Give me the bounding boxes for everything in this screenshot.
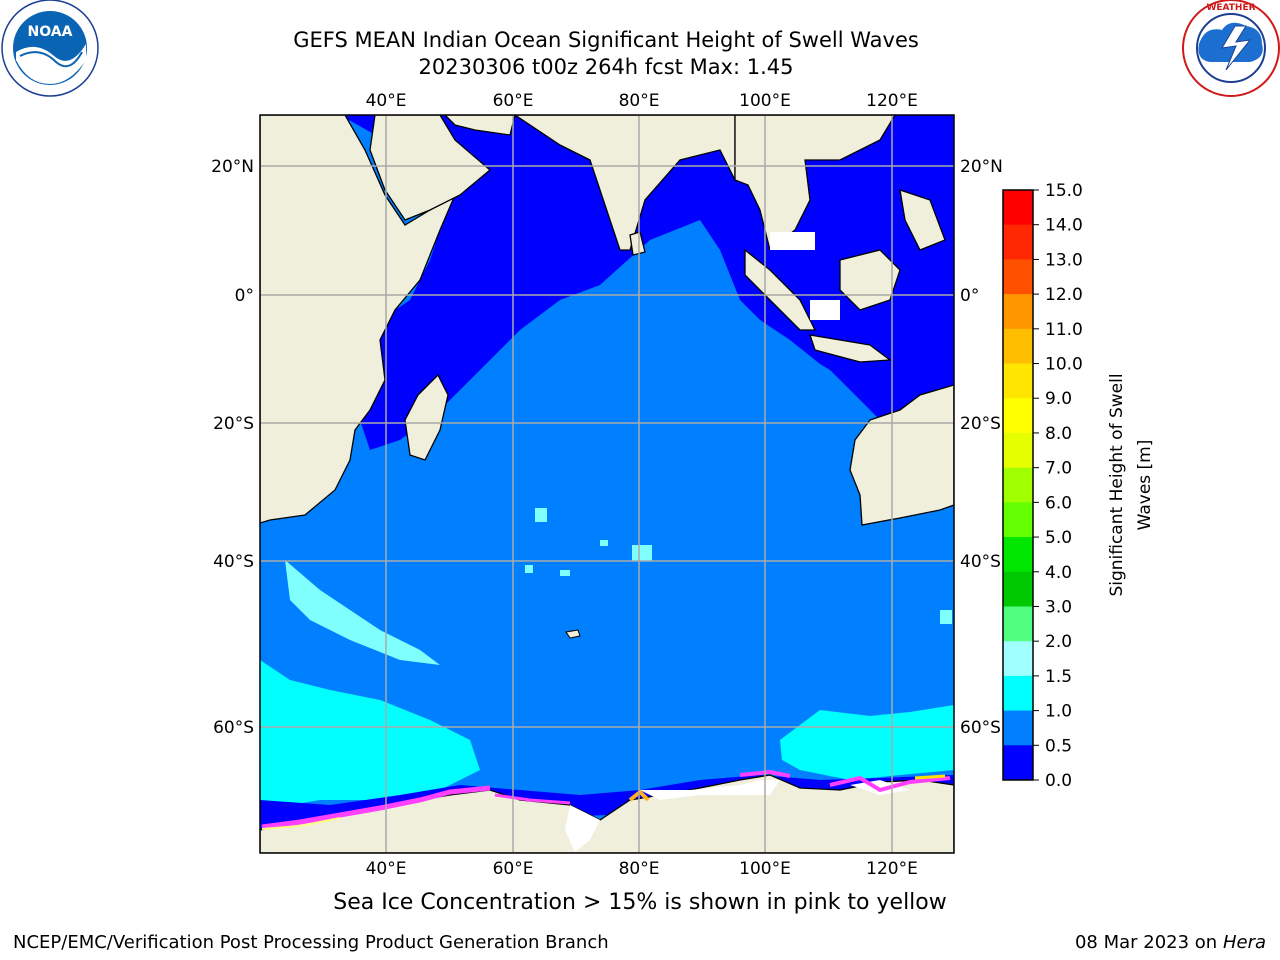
colorbar-segment <box>1003 224 1033 260</box>
colorbar <box>1002 189 1034 781</box>
longitude-labels: 40°E 60°E 80°E 100°E 120°E 40°E 60°E 80°… <box>366 91 918 879</box>
colorbar-tick-label: 4.0 <box>1045 563 1072 583</box>
ocean-high-swell-east <box>780 705 954 780</box>
colorbar-tick-label: 9.0 <box>1045 389 1072 409</box>
colorbar-tick-label: 2.0 <box>1045 632 1072 652</box>
lat-label-left: 40°S <box>213 552 254 572</box>
colorbar-tick-label: 8.0 <box>1045 424 1072 444</box>
noaa-logo: NOAA <box>1 0 99 97</box>
lat-label-right: 0° <box>960 286 979 306</box>
australia <box>849 384 954 526</box>
colorbar-segment <box>1003 328 1033 365</box>
lon-label-bottom: 80°E <box>619 859 660 879</box>
colorbar-tick-label: 13.0 <box>1045 250 1083 270</box>
colorbar-tick-label: 3.0 <box>1045 597 1072 617</box>
colorbar-frame <box>1002 189 1034 781</box>
sea-ice-edge <box>261 769 951 830</box>
colorbar-tick-label: 0.5 <box>1045 736 1072 756</box>
colorbar-segment <box>1003 745 1033 781</box>
lat-label-left: 20°S <box>213 414 254 434</box>
colorbar-tick-label: 6.0 <box>1045 493 1072 513</box>
colorbar-segment <box>1003 294 1033 330</box>
colorbar-tick-label: 10.0 <box>1045 355 1083 375</box>
latitude-labels: 20°N 0° 20°S 40°S 60°S 20°N 0° 20°S 40°S… <box>211 157 1003 738</box>
colorbar-segment <box>1003 606 1033 642</box>
colorbar-tick-label: 1.5 <box>1045 667 1072 687</box>
arabian-peninsula <box>369 115 492 221</box>
lon-label-top: 60°E <box>493 91 534 111</box>
chart-title: GEFS MEAN Indian Ocean Significant Heigh… <box>293 28 919 52</box>
noaa-logo-text: NOAA <box>28 24 73 40</box>
nws-logo: WEATHER <box>1182 0 1280 97</box>
sea-ice-note: Sea Ice Concentration > 15% is shown in … <box>333 890 947 915</box>
footer-credit: NCEP/EMC/Verification Post Processing Pr… <box>13 932 609 953</box>
map-area <box>260 115 954 853</box>
colorbar-segment <box>1003 675 1033 712</box>
colorbar-tick-label: 7.0 <box>1045 459 1072 479</box>
swell-patches <box>525 508 952 624</box>
colorbar-tick-label: 14.0 <box>1045 216 1083 236</box>
colorbar-tick-label: 15.0 <box>1045 181 1083 201</box>
lon-label-top: 40°E <box>366 91 407 111</box>
colorbar-segment <box>1003 502 1033 538</box>
colorbar-ticks: 15.0 14.0 13.0 12.0 11.0 10.0 9.0 8.0 7.0 6.0 5.0 4… <box>1033 181 1083 791</box>
colorbar-label-line1: Significant Height of Swell <box>1107 373 1127 596</box>
colorbar-segment <box>1003 190 1033 226</box>
africa <box>260 115 457 524</box>
colorbar-segment <box>1003 537 1033 573</box>
lat-label-left: 0° <box>235 286 254 306</box>
sumatra <box>744 248 817 331</box>
chart-subtitle: 20230306 t00z 264h fcst Max: 1.45 <box>418 55 794 79</box>
lon-label-bottom: 40°E <box>366 859 407 879</box>
lat-label-right: 60°S <box>960 718 1001 738</box>
sea-ice <box>565 232 910 852</box>
colorbar-segment <box>1003 710 1033 746</box>
lon-label-top: 100°E <box>739 91 791 111</box>
lon-label-bottom: 60°E <box>493 859 534 879</box>
colorbar-segment <box>1003 363 1033 399</box>
svg-text:WEATHER: WEATHER <box>1206 3 1255 13</box>
colorbar-segment <box>1003 398 1033 434</box>
lon-label-top: 120°E <box>866 91 918 111</box>
southeast-asia <box>734 115 896 252</box>
madagascar <box>404 373 449 461</box>
lat-label-right: 20°S <box>960 414 1001 434</box>
colorbar-tick-label: 12.0 <box>1045 285 1083 305</box>
lon-label-bottom: 120°E <box>866 859 918 879</box>
map-frame <box>259 114 955 854</box>
colorbar-label-line2: Waves [m] <box>1135 440 1155 531</box>
colorbar-tick-label: 1.0 <box>1045 702 1072 722</box>
colorbar-segment <box>1003 259 1033 295</box>
colorbar-segment <box>1003 467 1033 503</box>
lat-label-right: 20°N <box>960 157 1003 177</box>
colorbar-tick-label: 5.0 <box>1045 528 1072 548</box>
lon-label-top: 80°E <box>619 91 660 111</box>
lat-label-right: 40°S <box>960 552 1001 572</box>
lat-label-left: 20°N <box>211 157 254 177</box>
colorbar-segment <box>1003 571 1033 607</box>
lat-label-left: 60°S <box>213 718 254 738</box>
lon-label-bottom: 100°E <box>739 859 791 879</box>
footer-date: 08 Mar 2023 on Hera <box>1075 932 1266 953</box>
footer-date-text: 08 Mar 2023 on <box>1074 932 1218 953</box>
ocean-high-swell-west <box>260 660 480 810</box>
footer-machine: Hera <box>1222 932 1266 953</box>
antarctica <box>260 774 954 853</box>
graticule <box>260 115 954 853</box>
colorbar-tick-label: 0.0 <box>1045 771 1072 791</box>
colorbar-segment <box>1003 641 1033 677</box>
colorbar-tick-label: 11.0 <box>1045 320 1083 340</box>
colorbar-segment <box>1003 432 1033 469</box>
